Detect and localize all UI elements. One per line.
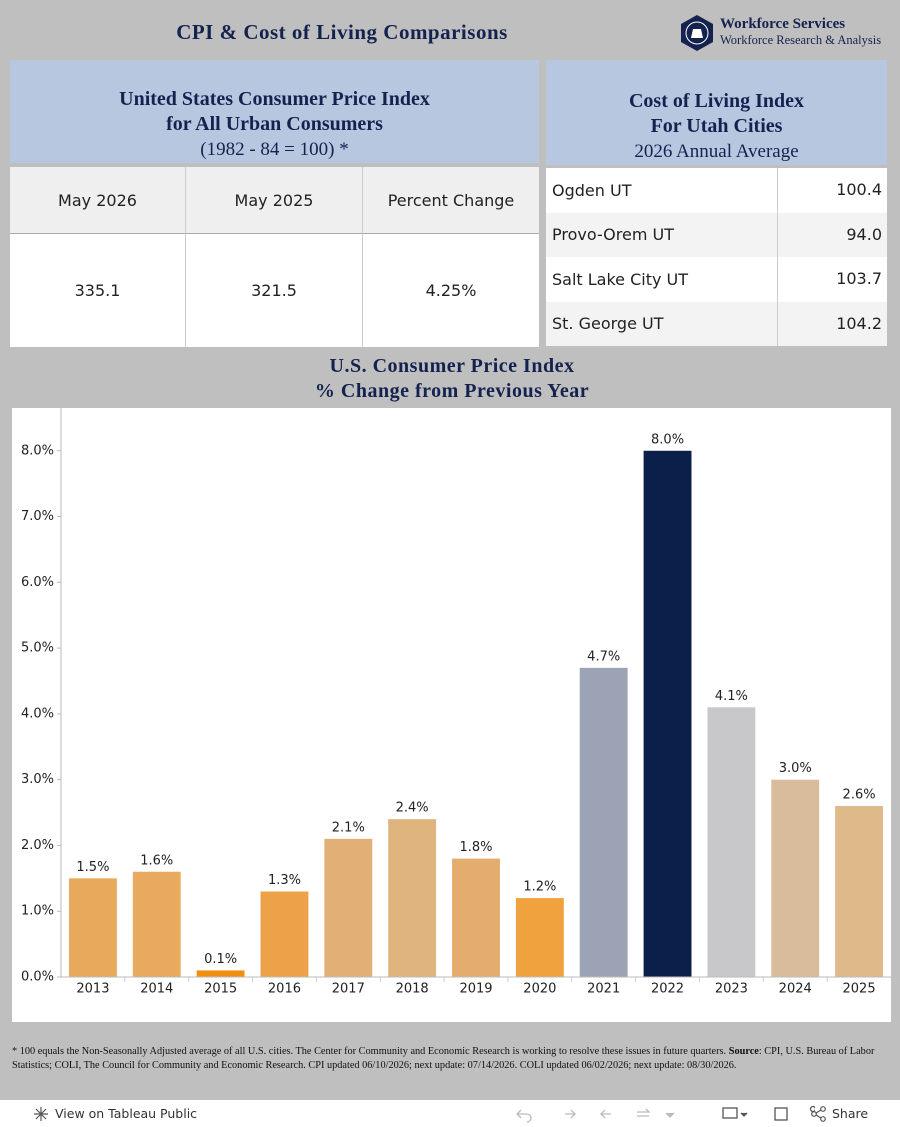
org-name: Workforce Services — [720, 16, 846, 32]
table-cell: 321.5 — [186, 234, 363, 347]
value-label: 1.2% — [523, 880, 556, 895]
value-label: 4.7% — [587, 649, 620, 664]
redo[interactable] — [565, 1109, 576, 1119]
bar — [835, 805, 884, 977]
bar — [515, 898, 564, 977]
bar — [324, 838, 373, 977]
bar — [388, 819, 437, 977]
logo-icon — [681, 15, 713, 51]
value-label: 8.0% — [651, 432, 684, 447]
value-label: 2.4% — [396, 801, 429, 816]
bar — [260, 891, 309, 977]
value-label: 0.1% — [204, 952, 237, 967]
bar — [452, 858, 500, 977]
share[interactable]: Share — [832, 1106, 869, 1121]
value-label: 2.6% — [843, 787, 876, 802]
coli-value: 104.2 — [778, 301, 887, 346]
value-label: 2.1% — [332, 820, 365, 835]
coli-value: 100.4 — [778, 168, 887, 213]
cpi-header: United States Consumer Price Index for A… — [10, 60, 539, 163]
coli-title: For Utah Cities — [650, 115, 783, 137]
chart-subtitle: % Change from Previous Year — [314, 380, 590, 402]
column-header: May 2025 — [186, 167, 363, 234]
bar — [707, 707, 756, 977]
bar — [196, 970, 245, 977]
x-tick-label: 2013 — [76, 982, 109, 997]
coli-city: Ogden UT — [546, 168, 778, 213]
cpi-subtitle: (1982 - 84 = 100) * — [200, 139, 349, 160]
table-cell: 335.1 — [10, 234, 186, 347]
bar — [771, 779, 820, 977]
view-link[interactable]: View on Tableau Public — [55, 1106, 198, 1121]
coli-city: St. George UT — [546, 301, 778, 346]
column-header: Percent Change — [363, 167, 539, 234]
x-tick-label: 2016 — [268, 982, 301, 997]
x-tick-label: 2023 — [715, 982, 748, 997]
coli-header: Cost of Living Index For Utah Cities 202… — [546, 60, 887, 165]
y-tick-label: 7.0% — [21, 509, 54, 524]
bar — [132, 871, 181, 977]
revert[interactable] — [600, 1109, 611, 1119]
x-tick-label: 2017 — [332, 982, 365, 997]
coli-title: Cost of Living Index — [628, 90, 805, 112]
toolbar: View on Tableau Public Share — [0, 1100, 900, 1127]
chart-titles: U.S. Consumer Price Index % Change from … — [0, 354, 900, 404]
x-tick-label: 2019 — [459, 982, 492, 997]
value-label: 1.5% — [76, 860, 109, 875]
cpi-title: for All Urban Consumers — [166, 113, 383, 135]
toolbar-icons — [516, 1105, 815, 1123]
coli-city: Salt Lake City UT — [546, 257, 778, 302]
x-tick-label: 2020 — [523, 982, 556, 997]
chart-title: U.S. Consumer Price Index — [329, 355, 575, 377]
share-icon[interactable] — [810, 1106, 828, 1122]
y-tick-label: 3.0% — [21, 772, 54, 787]
y-tick-label: 1.0% — [21, 904, 54, 919]
y-tick-label: 2.0% — [21, 838, 54, 853]
value-label: 1.6% — [140, 853, 173, 868]
coli-city: Provo-Orem UT — [546, 212, 778, 257]
y-tick-label: 0.0% — [21, 970, 54, 985]
x-tick-label: 2025 — [843, 982, 876, 997]
value-label: 1.3% — [268, 873, 301, 888]
value-label: 3.0% — [779, 761, 812, 776]
undo[interactable] — [516, 1109, 532, 1123]
download[interactable] — [722, 1107, 738, 1119]
org-division: Workforce Research & Analysis — [720, 33, 882, 47]
footnote-text: : CPI, U.S. Bureau of Labor Statistics; … — [12, 1046, 875, 1071]
x-tick-label: 2021 — [587, 982, 620, 997]
chart: 0.0% 1.0% 2.0% 3.0% 4.0% 5.0% 6.0% 7.0% 8.0% 1.5%… — [12, 408, 891, 1022]
value-label: 1.8% — [459, 840, 492, 855]
bar — [579, 667, 628, 977]
footnote-text: * 100 equals the Non-Seasonally Adjusted… — [12, 1046, 729, 1057]
coli-value: 103.7 — [778, 257, 887, 302]
coli-table: Ogden UT 100.4 Provo-Orem UT 94.0 Salt Lake … — [546, 168, 887, 346]
coli-value: 94.0 — [778, 212, 887, 257]
table-cell: 4.25% — [425, 281, 477, 300]
bar — [643, 450, 692, 978]
y-tick-label: 8.0% — [21, 443, 54, 458]
footnote: * 100 equals the Non-Seasonally Adjusted… — [12, 1045, 888, 1073]
source-label: Source — [728, 1046, 759, 1057]
refresh[interactable] — [637, 1108, 651, 1117]
x-tick-label: 2015 — [204, 982, 237, 997]
x-tick-label: 2014 — [140, 982, 173, 997]
cpi-table: May 2026 May 2025 Percent Change 335.1 3… — [10, 167, 539, 347]
x-tick-label: 2024 — [779, 982, 812, 997]
fullscreen[interactable] — [774, 1107, 788, 1121]
value-label: 4.1% — [715, 689, 748, 704]
x-tick-label: 2018 — [396, 982, 429, 997]
y-tick-label: 6.0% — [21, 575, 54, 590]
bar — [68, 878, 117, 977]
cpi-title: United States Consumer Price Index — [119, 88, 430, 110]
coli-subtitle: 2026 Annual Average — [634, 141, 799, 162]
y-tick-label: 5.0% — [21, 641, 54, 656]
column-header: May 2026 — [10, 167, 186, 234]
tableau-icon[interactable] — [33, 1106, 49, 1122]
page-title: CPI & Cost of Living Comparisons — [176, 20, 508, 44]
x-tick-label: 2022 — [651, 982, 684, 997]
y-tick-label: 4.0% — [21, 706, 54, 721]
